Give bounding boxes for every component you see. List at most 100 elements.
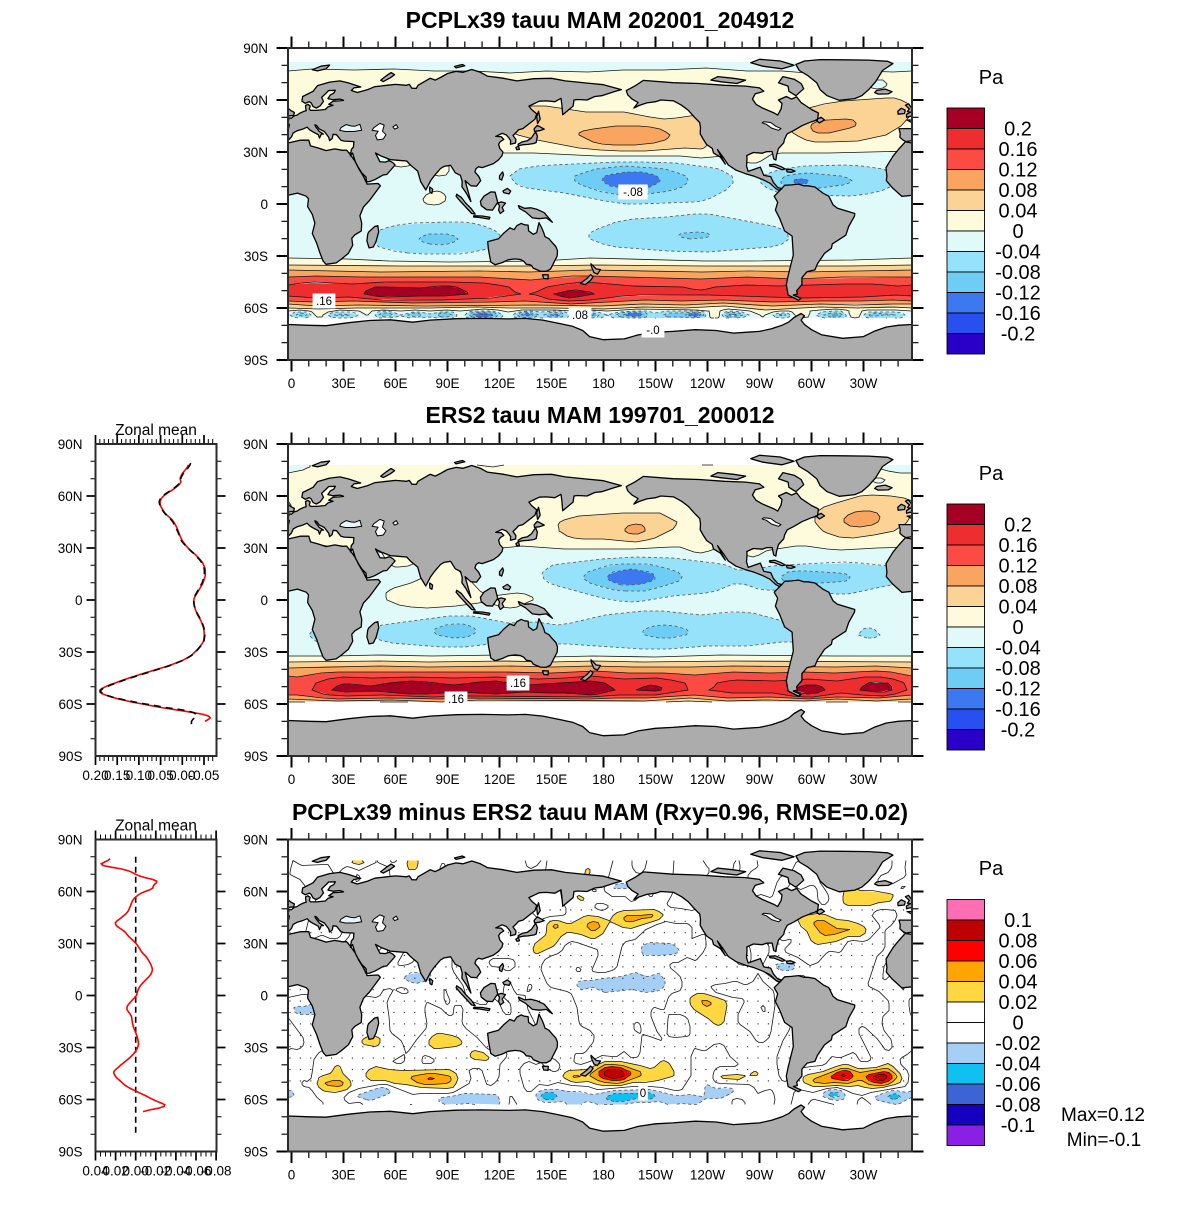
svg-text:90N: 90N [58,832,83,847]
svg-text:60N: 60N [58,489,83,504]
svg-text:0.00: 0.00 [169,768,195,783]
svg-text:0: 0 [1012,221,1023,243]
svg-text:.16: .16 [448,694,464,706]
svg-text:-0.04: -0.04 [161,1164,192,1179]
svg-text:0.12: 0.12 [999,160,1038,182]
svg-text:0.12: 0.12 [999,556,1038,578]
svg-text:30E: 30E [331,376,355,391]
svg-text:60E: 60E [383,772,407,787]
svg-text:0: 0 [640,1088,646,1100]
svg-text:0.16: 0.16 [999,139,1038,161]
svg-text:0.02: 0.02 [999,992,1038,1014]
svg-text:-0.04: -0.04 [995,242,1041,264]
svg-text:0: 0 [75,988,83,1003]
svg-text:-0.12: -0.12 [995,679,1041,701]
svg-text:0.04: 0.04 [82,1164,109,1179]
svg-text:60S: 60S [58,697,82,712]
svg-text:150E: 150E [536,772,568,787]
svg-text:120W: 120W [690,772,726,787]
svg-text:-0.12: -0.12 [995,283,1041,305]
svg-text:60N: 60N [243,93,268,108]
svg-text:60N: 60N [58,884,83,899]
svg-text:30E: 30E [331,1168,355,1183]
svg-text:Pa: Pa [979,858,1004,880]
svg-text:60S: 60S [244,1092,268,1107]
svg-text:0: 0 [75,593,83,608]
svg-text:90S: 90S [244,1144,268,1159]
svg-text:0: 0 [288,772,296,787]
svg-text:90E: 90E [435,376,459,391]
svg-text:180: 180 [592,772,615,787]
svg-text:30S: 30S [244,645,268,660]
svg-text:90S: 90S [244,353,268,368]
svg-text:0: 0 [260,593,268,608]
svg-text:-0.06: -0.06 [181,1164,212,1179]
svg-text:0: 0 [288,376,296,391]
svg-text:90W: 90W [746,1168,774,1183]
svg-text:90N: 90N [243,437,268,452]
svg-text:-0.04: -0.04 [995,638,1041,660]
svg-text:0.08: 0.08 [999,576,1038,598]
svg-text:150W: 150W [638,1168,674,1183]
svg-text:90N: 90N [243,832,268,847]
svg-text:60E: 60E [383,1168,407,1183]
svg-text:Min=-0.1: Min=-0.1 [1067,1130,1141,1151]
svg-text:.08: .08 [572,310,588,322]
svg-text:120W: 120W [690,376,726,391]
svg-text:60S: 60S [58,1092,82,1107]
svg-text:0.02: 0.02 [102,1164,128,1179]
svg-text:90N: 90N [58,437,83,452]
svg-text:90W: 90W [746,376,774,391]
svg-text:0.2: 0.2 [1004,515,1032,537]
svg-text:30S: 30S [58,645,82,660]
svg-text:90S: 90S [58,1144,82,1159]
svg-text:ERS2 tauu MAM 199701_200012: ERS2 tauu MAM 199701_200012 [425,402,774,428]
svg-text:0: 0 [1012,1013,1023,1035]
svg-text:Max=0.12: Max=0.12 [1061,1105,1145,1126]
svg-text:-0.08: -0.08 [995,658,1041,680]
svg-text:0.10: 0.10 [126,768,152,783]
svg-text:180: 180 [592,1168,615,1183]
svg-text:-0.1: -0.1 [1001,1115,1035,1137]
svg-text:0.2: 0.2 [1004,119,1032,141]
svg-text:120E: 120E [484,376,516,391]
svg-text:-0.16: -0.16 [995,303,1041,325]
svg-text:Zonal mean: Zonal mean [115,818,197,835]
svg-text:30W: 30W [850,772,878,787]
svg-text:.16: .16 [316,296,332,308]
svg-text:90N: 90N [243,41,268,56]
svg-text:0.05: 0.05 [147,768,173,783]
svg-text:60N: 60N [243,489,268,504]
svg-text:-0.05: -0.05 [189,768,220,783]
svg-text:90E: 90E [435,772,459,787]
svg-text:60W: 60W [798,376,826,391]
svg-text:-0.16: -0.16 [995,699,1041,721]
svg-text:30W: 30W [850,1168,878,1183]
svg-text:0.04: 0.04 [999,201,1038,223]
svg-text:PCPLx39 tauu MAM 202001_204912: PCPLx39 tauu MAM 202001_204912 [406,7,795,33]
svg-text:30N: 30N [243,541,268,556]
svg-text:120E: 120E [484,772,516,787]
svg-text:90S: 90S [58,749,82,764]
svg-text:0.04: 0.04 [999,972,1038,994]
svg-text:0: 0 [260,988,268,1003]
svg-text:-0.02: -0.02 [995,1033,1041,1055]
svg-text:90S: 90S [244,749,268,764]
svg-text:30N: 30N [243,936,268,951]
svg-text:30S: 30S [244,249,268,264]
svg-text:150E: 150E [536,376,568,391]
svg-text:30W: 30W [850,376,878,391]
svg-text:0.06: 0.06 [999,951,1038,973]
svg-text:60W: 60W [798,1168,826,1183]
svg-text:30E: 30E [331,772,355,787]
svg-text:0.1: 0.1 [1004,910,1032,932]
svg-text:0: 0 [288,1168,296,1183]
svg-text:-0.08: -0.08 [201,1164,232,1179]
svg-text:150W: 150W [638,772,674,787]
svg-text:60W: 60W [798,772,826,787]
svg-text:0.00: 0.00 [123,1164,149,1179]
svg-text:0.20: 0.20 [82,768,108,783]
svg-text:-0.2: -0.2 [1001,324,1035,346]
svg-text:60S: 60S [244,697,268,712]
svg-text:30S: 30S [244,1040,268,1055]
